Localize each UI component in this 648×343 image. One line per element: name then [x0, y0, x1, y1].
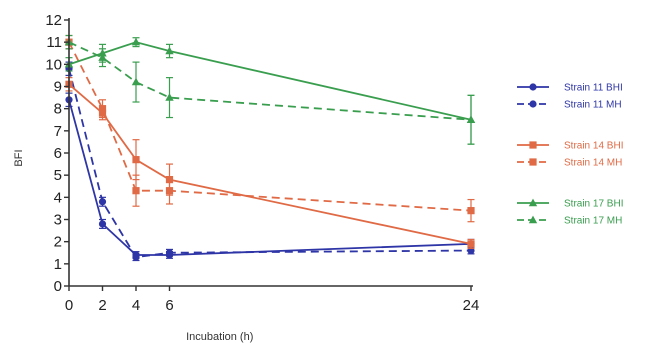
legend-entry-4: Strain 17 BHI	[517, 199, 623, 210]
y-tick-label-5: 5	[54, 167, 62, 184]
data-point-4-2	[131, 37, 141, 46]
y-tick-label-1: 1	[54, 256, 62, 273]
x-tick-label-6: 6	[165, 297, 173, 314]
legend-entry-3: Strain 14 MH	[517, 158, 622, 169]
series-line-5	[68, 41, 472, 121]
legend-entry-0: Strain 11 BHI	[517, 83, 623, 94]
data-point-5-2	[131, 77, 141, 86]
legend-marker-5	[528, 215, 538, 224]
series-line-1	[68, 68, 472, 259]
legend-label-5: Strain 17 MH	[564, 216, 622, 227]
x-tick-label-0: 0	[65, 297, 73, 314]
data-point-1-1	[98, 198, 107, 206]
x-tick-label-2: 2	[98, 297, 106, 314]
series-line-2	[68, 83, 472, 245]
y-tick-label-2: 2	[54, 234, 62, 251]
legend-entry-2: Strain 14 BHI	[517, 141, 623, 152]
series-1	[65, 61, 475, 262]
y-tick-label-3: 3	[54, 212, 62, 229]
data-point-3-4	[467, 207, 475, 215]
data-point-0-1	[98, 220, 107, 228]
legend-marker-1	[529, 100, 537, 108]
x-axis-title: Incubation (h)	[186, 331, 253, 343]
legend-label-0: Strain 11 BHI	[564, 83, 623, 94]
data-point-3-3	[165, 187, 174, 195]
legend-marker-2	[529, 141, 537, 149]
legend-marker-4	[528, 198, 538, 207]
y-tick-label-7: 7	[54, 123, 62, 140]
legend-marker-3	[529, 158, 537, 166]
y-tick-label-10: 10	[45, 56, 62, 73]
series-3	[65, 34, 475, 223]
y-tick-label-0: 0	[54, 278, 62, 295]
legend-label-1: Strain 11 MH	[564, 100, 622, 111]
series-0	[65, 92, 475, 259]
legend-marker-0	[529, 83, 537, 91]
legend-entry-5: Strain 17 MH	[517, 216, 622, 227]
y-tick-label-6: 6	[54, 145, 62, 162]
y-tick-label-8: 8	[54, 101, 62, 118]
legend: Strain 11 BHI Strain 11 MH Strain 14 BHI St…	[517, 83, 623, 227]
data-point-1-2	[132, 253, 140, 261]
y-axis-title: BFI	[13, 149, 25, 166]
plot-area	[64, 34, 476, 262]
data-point-4-3	[165, 46, 174, 55]
data-point-2-2	[132, 156, 140, 164]
legend-label-2: Strain 14 BHI	[564, 141, 623, 152]
series-5	[64, 34, 476, 145]
data-point-5-4	[466, 115, 476, 123]
x-tick-label-4: 4	[132, 297, 140, 314]
legend-label-3: Strain 14 MH	[564, 158, 622, 169]
series-2	[65, 77, 475, 249]
y-tick-label-9: 9	[54, 79, 62, 96]
series-line-4	[68, 41, 472, 121]
data-point-5-1	[98, 53, 107, 61]
y-tick-label-12: 12	[45, 12, 62, 29]
y-tick-label-11: 11	[46, 34, 62, 51]
legend-entry-1: Strain 11 MH	[517, 100, 622, 111]
x-tick-label-24: 24	[463, 297, 480, 314]
data-point-1-3	[165, 249, 174, 257]
series-line-3	[68, 41, 472, 212]
data-point-3-2	[132, 187, 140, 195]
y-tick-label-4: 4	[54, 189, 62, 206]
data-point-5-3	[165, 93, 174, 101]
data-point-3-1	[98, 105, 107, 113]
series-4	[64, 37, 476, 145]
data-point-2-4	[467, 240, 475, 248]
legend-label-4: Strain 17 BHI	[564, 199, 623, 210]
